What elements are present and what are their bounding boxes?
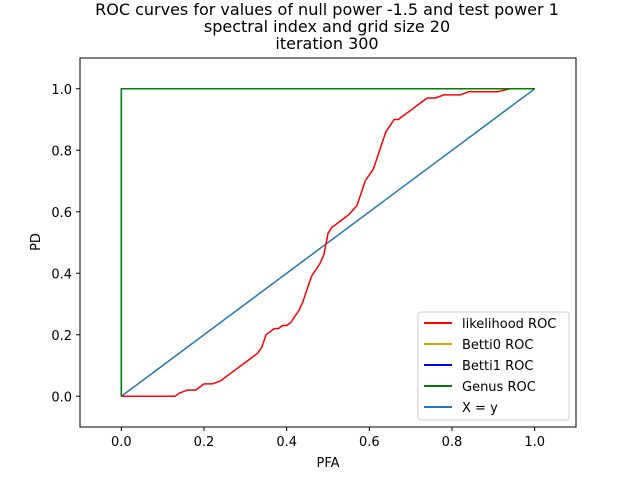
y-axis-label: PD [29,233,44,251]
legend-label-betti0-roc: Betti0 ROC [462,338,533,353]
title-line-1: ROC curves for values of null power -1.5… [95,0,559,19]
y-tick-label: 1.0 [51,83,72,98]
series-layer [120,88,536,398]
x-axis-label: PFA [316,456,339,471]
title-line-3: iteration 300 [275,34,378,53]
legend-label-x-y: X = y [462,401,498,416]
legend: likelihood ROC Betti0 ROC Betti1 ROC Genus … [417,311,570,421]
y-tick-label: 0.4 [51,267,72,282]
x-axis-ticks: 0.0 0.2 0.4 0.6 0.8 1.0 [111,427,545,450]
legend-label-likelihood-roc: likelihood ROC [462,317,556,332]
x-tick-label: 1.0 [524,435,545,450]
x-tick-label: 0.6 [359,435,380,450]
series-line-genus-roc [120,88,535,397]
y-tick-label: 0.2 [51,329,72,344]
series-line-x-y [120,88,536,397]
legend-label-betti1-roc: Betti1 ROC [462,359,533,374]
plot-frame [79,57,577,428]
legend-box [417,311,570,421]
y-tick-label: 0.8 [51,144,72,159]
x-tick-label: 0.2 [194,435,215,450]
x-tick-label: 0.8 [442,435,463,450]
y-tick-label: 0.0 [51,390,72,405]
y-tick-label: 0.6 [51,206,72,221]
x-tick-label: 0.0 [111,435,132,450]
legend-label-genus-roc: Genus ROC [462,380,536,395]
x-tick-label: 0.4 [276,435,297,450]
title-line-2: spectral index and grid size 20 [204,17,450,36]
series-line-likelihood-roc [121,88,535,398]
y-axis-ticks: 0.0 0.2 0.4 0.6 0.8 1.0 [51,83,80,405]
chart-title: ROC curves for values of null power -1.5… [95,0,559,53]
